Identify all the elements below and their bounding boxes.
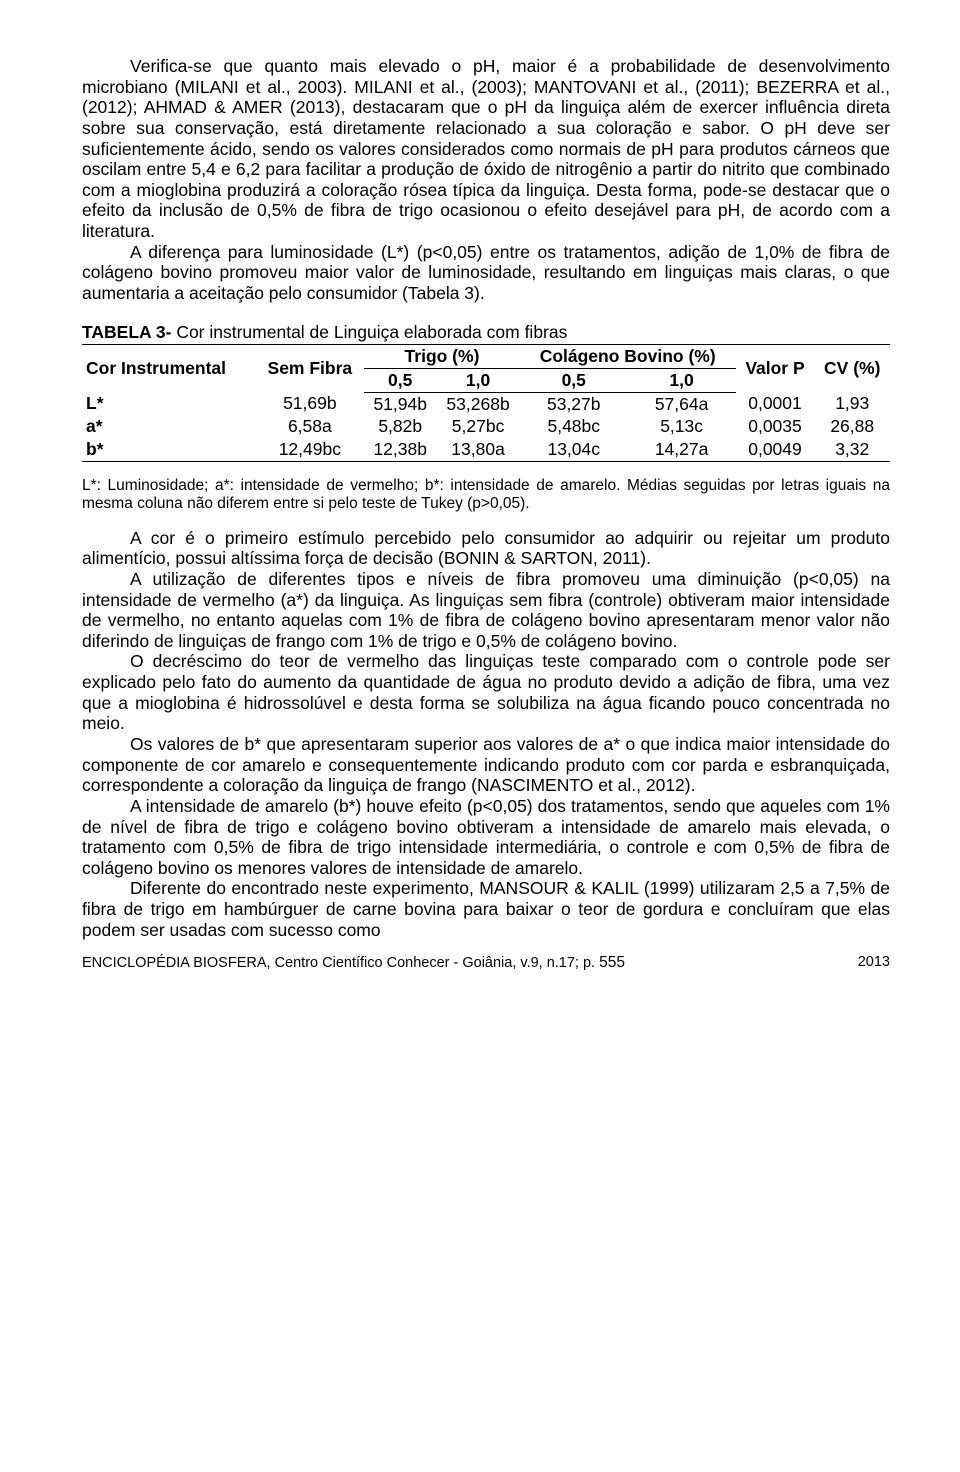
col-semfibra: Sem Fibra — [256, 345, 365, 392]
sub-05-b: 0,5 — [520, 368, 628, 392]
col-group-colageno: Colágeno Bovino (%) — [520, 345, 736, 369]
table-footnote: L*: Luminosidade; a*: intensidade de ver… — [82, 477, 890, 514]
cell: 0,0035 — [736, 415, 815, 438]
paragraph-3: A cor é o primeiro estímulo percebido pe… — [82, 528, 890, 569]
table-row: a* 6,58a 5,82b 5,27bc 5,48bc 5,13c 0,003… — [82, 415, 890, 438]
cell: 51,94b — [364, 392, 436, 415]
table-title-bold: TABELA 3- — [82, 322, 171, 342]
cell: 53,268b — [436, 392, 520, 415]
col-cv: CV (%) — [814, 345, 890, 392]
sub-10-b: 1,0 — [628, 368, 736, 392]
cell: 13,04c — [520, 438, 628, 461]
table-row: L* 51,69b 51,94b 53,268b 53,27b 57,64a 0… — [82, 392, 890, 415]
paragraph-5: O decréscimo do teor de vermelho das lin… — [82, 651, 890, 734]
paragraph-7: A intensidade de amarelo (b*) houve efei… — [82, 796, 890, 879]
cell: 51,69b — [256, 392, 365, 415]
cell: 6,58a — [256, 415, 365, 438]
footer-journal: ENCICLOPÉDIA BIOSFERA, Centro Científico… — [82, 955, 595, 971]
paragraph-8: Diferente do encontrado neste experiment… — [82, 878, 890, 940]
table-title-rest: Cor instrumental de Linguiça elaborada c… — [171, 322, 567, 342]
footer-page-number: 555 — [599, 954, 625, 971]
results-table: Cor Instrumental Sem Fibra Trigo (%) Col… — [82, 344, 890, 461]
cell: 1,93 — [814, 392, 890, 415]
cell: 3,32 — [814, 438, 890, 461]
row-label: a* — [82, 415, 256, 438]
table-title: TABELA 3- Cor instrumental de Linguiça e… — [82, 322, 890, 343]
row-label: L* — [82, 392, 256, 415]
cell: 57,64a — [628, 392, 736, 415]
cell: 14,27a — [628, 438, 736, 461]
cell: 13,80a — [436, 438, 520, 461]
paragraph-6: Os valores de b* que apresentaram superi… — [82, 734, 890, 796]
cell: 12,38b — [364, 438, 436, 461]
row-label: b* — [82, 438, 256, 461]
table-row: b* 12,49bc 12,38b 13,80a 13,04c 14,27a 0… — [82, 438, 890, 461]
sub-05-a: 0,5 — [364, 368, 436, 392]
cell: 5,82b — [364, 415, 436, 438]
paragraph-2: A diferença para luminosidade (L*) (p<0,… — [82, 242, 890, 304]
cell: 12,49bc — [256, 438, 365, 461]
paragraph-4: A utilização de diferentes tipos e nívei… — [82, 569, 890, 652]
cell: 0,0001 — [736, 392, 815, 415]
cell: 53,27b — [520, 392, 628, 415]
cell: 5,48bc — [520, 415, 628, 438]
cell: 5,13c — [628, 415, 736, 438]
page-footer: ENCICLOPÉDIA BIOSFERA, Centro Científico… — [82, 954, 890, 972]
cell: 0,0049 — [736, 438, 815, 461]
paragraph-1: Verifica-se que quanto mais elevado o pH… — [82, 56, 890, 242]
footer-year: 2013 — [858, 954, 890, 972]
cell: 5,27bc — [436, 415, 520, 438]
col-valorp: Valor P — [736, 345, 815, 392]
col-group-trigo: Trigo (%) — [364, 345, 520, 369]
sub-10-a: 1,0 — [436, 368, 520, 392]
row-header-label: Cor Instrumental — [82, 345, 256, 392]
cell: 26,88 — [814, 415, 890, 438]
